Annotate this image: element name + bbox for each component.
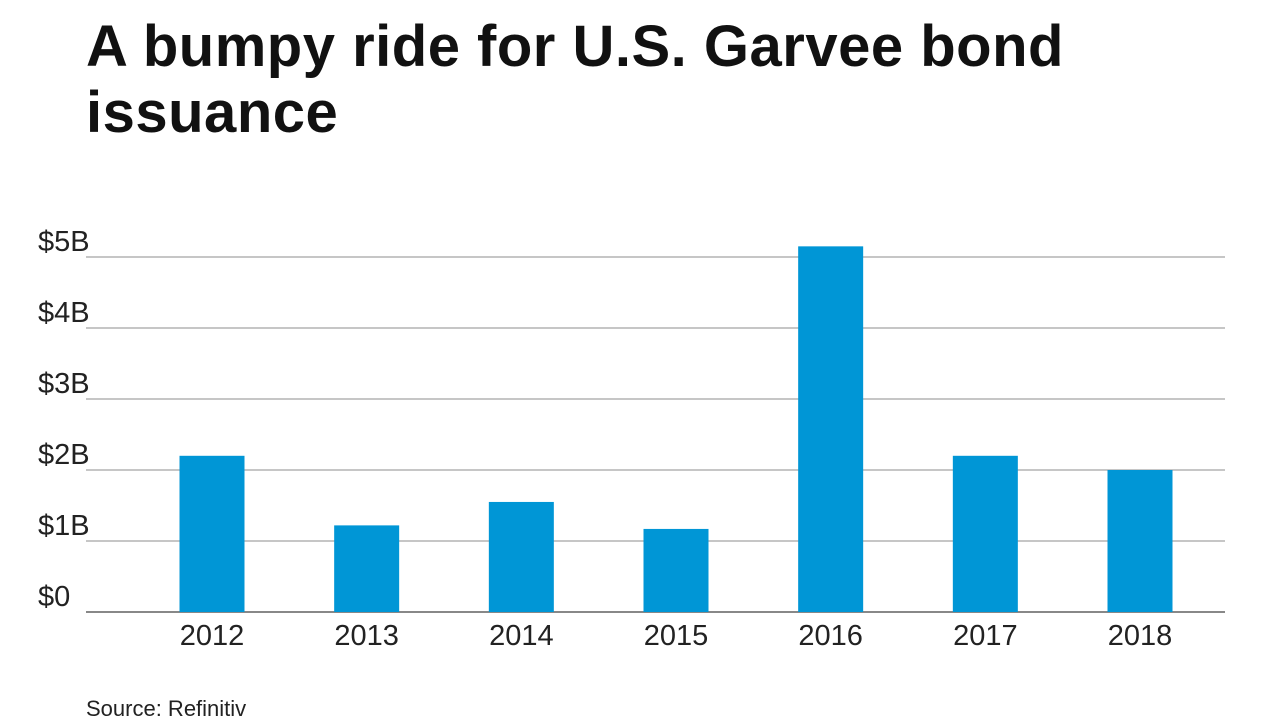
x-axis-tick-labels: 2012 2013 2014 2015 2016 2017 2018 (180, 620, 1173, 652)
y-tick-label: $4B (38, 297, 90, 329)
bar-2012 (179, 455, 245, 612)
bar-2017 (952, 455, 1018, 612)
x-tick-label: 2013 (334, 620, 399, 652)
y-tick-label: $0 (38, 581, 70, 613)
x-tick-label: 2014 (489, 620, 554, 652)
bar-2014 (488, 501, 554, 612)
x-tick-label: 2016 (798, 620, 863, 652)
y-tick-label: $2B (38, 439, 90, 471)
x-tick-label: 2012 (180, 620, 245, 652)
x-tick-label: 2018 (1108, 620, 1173, 652)
bar-2013 (334, 525, 400, 612)
bar-2016 (798, 246, 864, 612)
x-tick-label: 2017 (953, 620, 1018, 652)
y-tick-label: $3B (38, 368, 90, 400)
bar-2015 (643, 528, 709, 612)
x-tick-label: 2015 (644, 620, 709, 652)
y-axis-tick-labels: $0 $1B $2B $3B $4B $5B (38, 226, 90, 613)
chart-title: A bumpy ride for U.S. Garvee bond issuan… (86, 14, 1064, 145)
y-tick-label: $5B (38, 226, 90, 258)
y-tick-label: $1B (38, 510, 90, 542)
bar-2018 (1107, 470, 1173, 612)
source-note: Source: Refinitiv (86, 696, 247, 721)
bars (179, 246, 1173, 612)
